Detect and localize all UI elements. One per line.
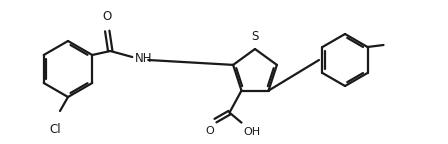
Text: O: O <box>103 10 112 23</box>
Text: Cl: Cl <box>49 123 61 136</box>
Text: S: S <box>251 30 258 43</box>
Text: OH: OH <box>243 127 261 137</box>
Text: NH: NH <box>135 52 153 65</box>
Text: O: O <box>205 126 214 136</box>
